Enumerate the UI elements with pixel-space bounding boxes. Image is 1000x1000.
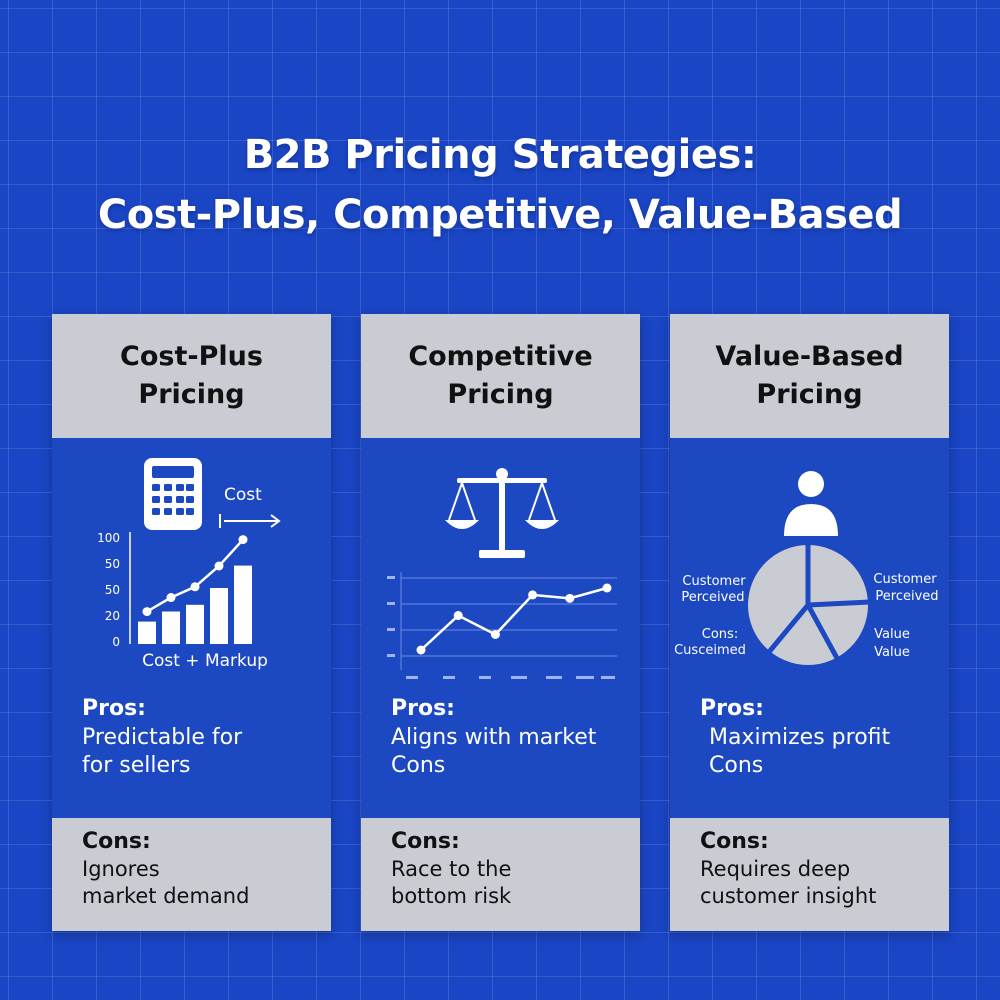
series-line — [420, 586, 608, 651]
series-point — [416, 645, 426, 655]
pros-section: Pros: Aligns with market Cons — [391, 694, 596, 780]
competitive-illustration — [361, 438, 640, 688]
cons-section: Cons: Ignores market demand — [52, 818, 331, 931]
competitive-chart — [387, 468, 617, 679]
card-title-line-1: Value-Based — [715, 341, 904, 372]
pros-label: Pros: — [700, 696, 764, 721]
cons-line-1: Requires deep — [700, 857, 851, 881]
series-point — [602, 583, 612, 593]
y-tick-label: 20 — [105, 609, 120, 623]
trend-line — [146, 538, 244, 613]
arrow-right-icon — [219, 514, 281, 528]
cons-line-2: market demand — [82, 884, 250, 908]
pros-line-2: for sellers — [82, 753, 191, 778]
pros-section: Pros: Predictable for for sellers — [82, 694, 242, 780]
chart-caption: Cost + Markup — [142, 651, 268, 671]
pie-label-right-bottom-1: Value — [874, 627, 910, 642]
trend-point — [238, 535, 248, 545]
trend-point — [166, 593, 176, 603]
cons-label: Cons: — [700, 829, 769, 854]
card-header: Value-Based Pricing — [670, 314, 949, 438]
card-title-line-2: Pricing — [447, 379, 554, 410]
pros-line-2: Cons — [391, 753, 446, 778]
title-line-2: Cost-Plus, Competitive, Value-Based — [97, 192, 903, 238]
pros-line-1: Maximizes profit — [709, 725, 891, 750]
pie-label-left-top-2: Perceived — [681, 590, 744, 605]
calculator-icon — [144, 458, 202, 530]
pie-label-right-top-1: Customer — [873, 572, 937, 587]
cons-line-1: Race to the — [391, 857, 512, 881]
bar — [162, 611, 180, 644]
y-tick-label: 0 — [112, 635, 120, 649]
pros-section: Pros: Maximizes profit Cons — [700, 694, 890, 780]
card-title-line-1: Cost-Plus — [120, 341, 263, 372]
cost-plus-chart: Cost 100 50 50 20 0 Cost + Markup — [97, 458, 281, 671]
bar — [186, 604, 204, 644]
bar — [210, 588, 228, 644]
pros-line-1: Predictable for — [82, 725, 243, 750]
pie-label-left-bottom-2: Cusceimed — [674, 643, 746, 658]
value-based-chart: Customer Perceived Customer Perceived Co… — [674, 471, 939, 665]
series-point — [490, 630, 500, 639]
cons-line-2: bottom risk — [391, 884, 512, 908]
bar — [138, 621, 156, 644]
y-tick-label: 50 — [105, 583, 120, 597]
card-title-line-2: Pricing — [138, 379, 245, 410]
cons-label: Cons: — [391, 829, 460, 854]
cons-line-1: Ignores — [82, 857, 160, 881]
bar — [234, 565, 252, 644]
pie-label-left-bottom-1: Cons: — [702, 627, 738, 642]
trend-point — [214, 561, 224, 571]
series-point — [528, 590, 538, 600]
card-header: Competitive Pricing — [361, 314, 640, 438]
cons-label: Cons: — [82, 829, 151, 854]
faint-tick-marks — [387, 576, 615, 679]
title-line-1: B2B Pricing Strategies: — [243, 132, 757, 178]
y-tick-label: 50 — [105, 557, 120, 571]
card-competitive: Competitive Pricing — [361, 314, 640, 931]
cons-line-2: customer insight — [700, 884, 877, 908]
card-title-line-1: Competitive — [408, 341, 593, 372]
cost-arrow-label: Cost — [224, 485, 262, 505]
cons-section: Cons: Race to the bottom risk — [361, 818, 640, 931]
pie-label-right-top-2: Perceived — [875, 589, 938, 604]
value-based-illustration: Customer Perceived Customer Perceived Co… — [670, 438, 949, 688]
y-tick-label: 100 — [97, 531, 120, 545]
pros-line-1: Aligns with market — [391, 725, 597, 750]
card-value-based: Value-Based Pricing Customer Perceived — [670, 314, 949, 931]
pros-label: Pros: — [391, 696, 455, 721]
pros-label: Pros: — [82, 696, 146, 721]
page-title: B2B Pricing Strategies: Cost-Plus, Compe… — [0, 125, 1000, 245]
balance-scale-icon — [445, 468, 559, 558]
pie-chart — [748, 543, 871, 665]
pros-line-2: Cons — [709, 753, 764, 778]
card-cost-plus: Cost-Plus Pricing Cost 100 50 50 20 0 — [52, 314, 331, 931]
series-point — [453, 611, 463, 621]
trend-point — [142, 607, 152, 617]
grid-lines — [400, 572, 617, 670]
card-header: Cost-Plus Pricing — [52, 314, 331, 438]
person-icon — [784, 471, 838, 536]
trend-point — [190, 582, 200, 592]
cost-plus-illustration: Cost 100 50 50 20 0 Cost + Markup — [52, 438, 331, 688]
cons-section: Cons: Requires deep customer insight — [670, 818, 949, 931]
pie-label-left-top-1: Customer — [682, 574, 746, 589]
card-title-line-2: Pricing — [756, 379, 863, 410]
pie-label-right-bottom-2: Value — [874, 645, 910, 660]
series-point — [565, 593, 575, 603]
